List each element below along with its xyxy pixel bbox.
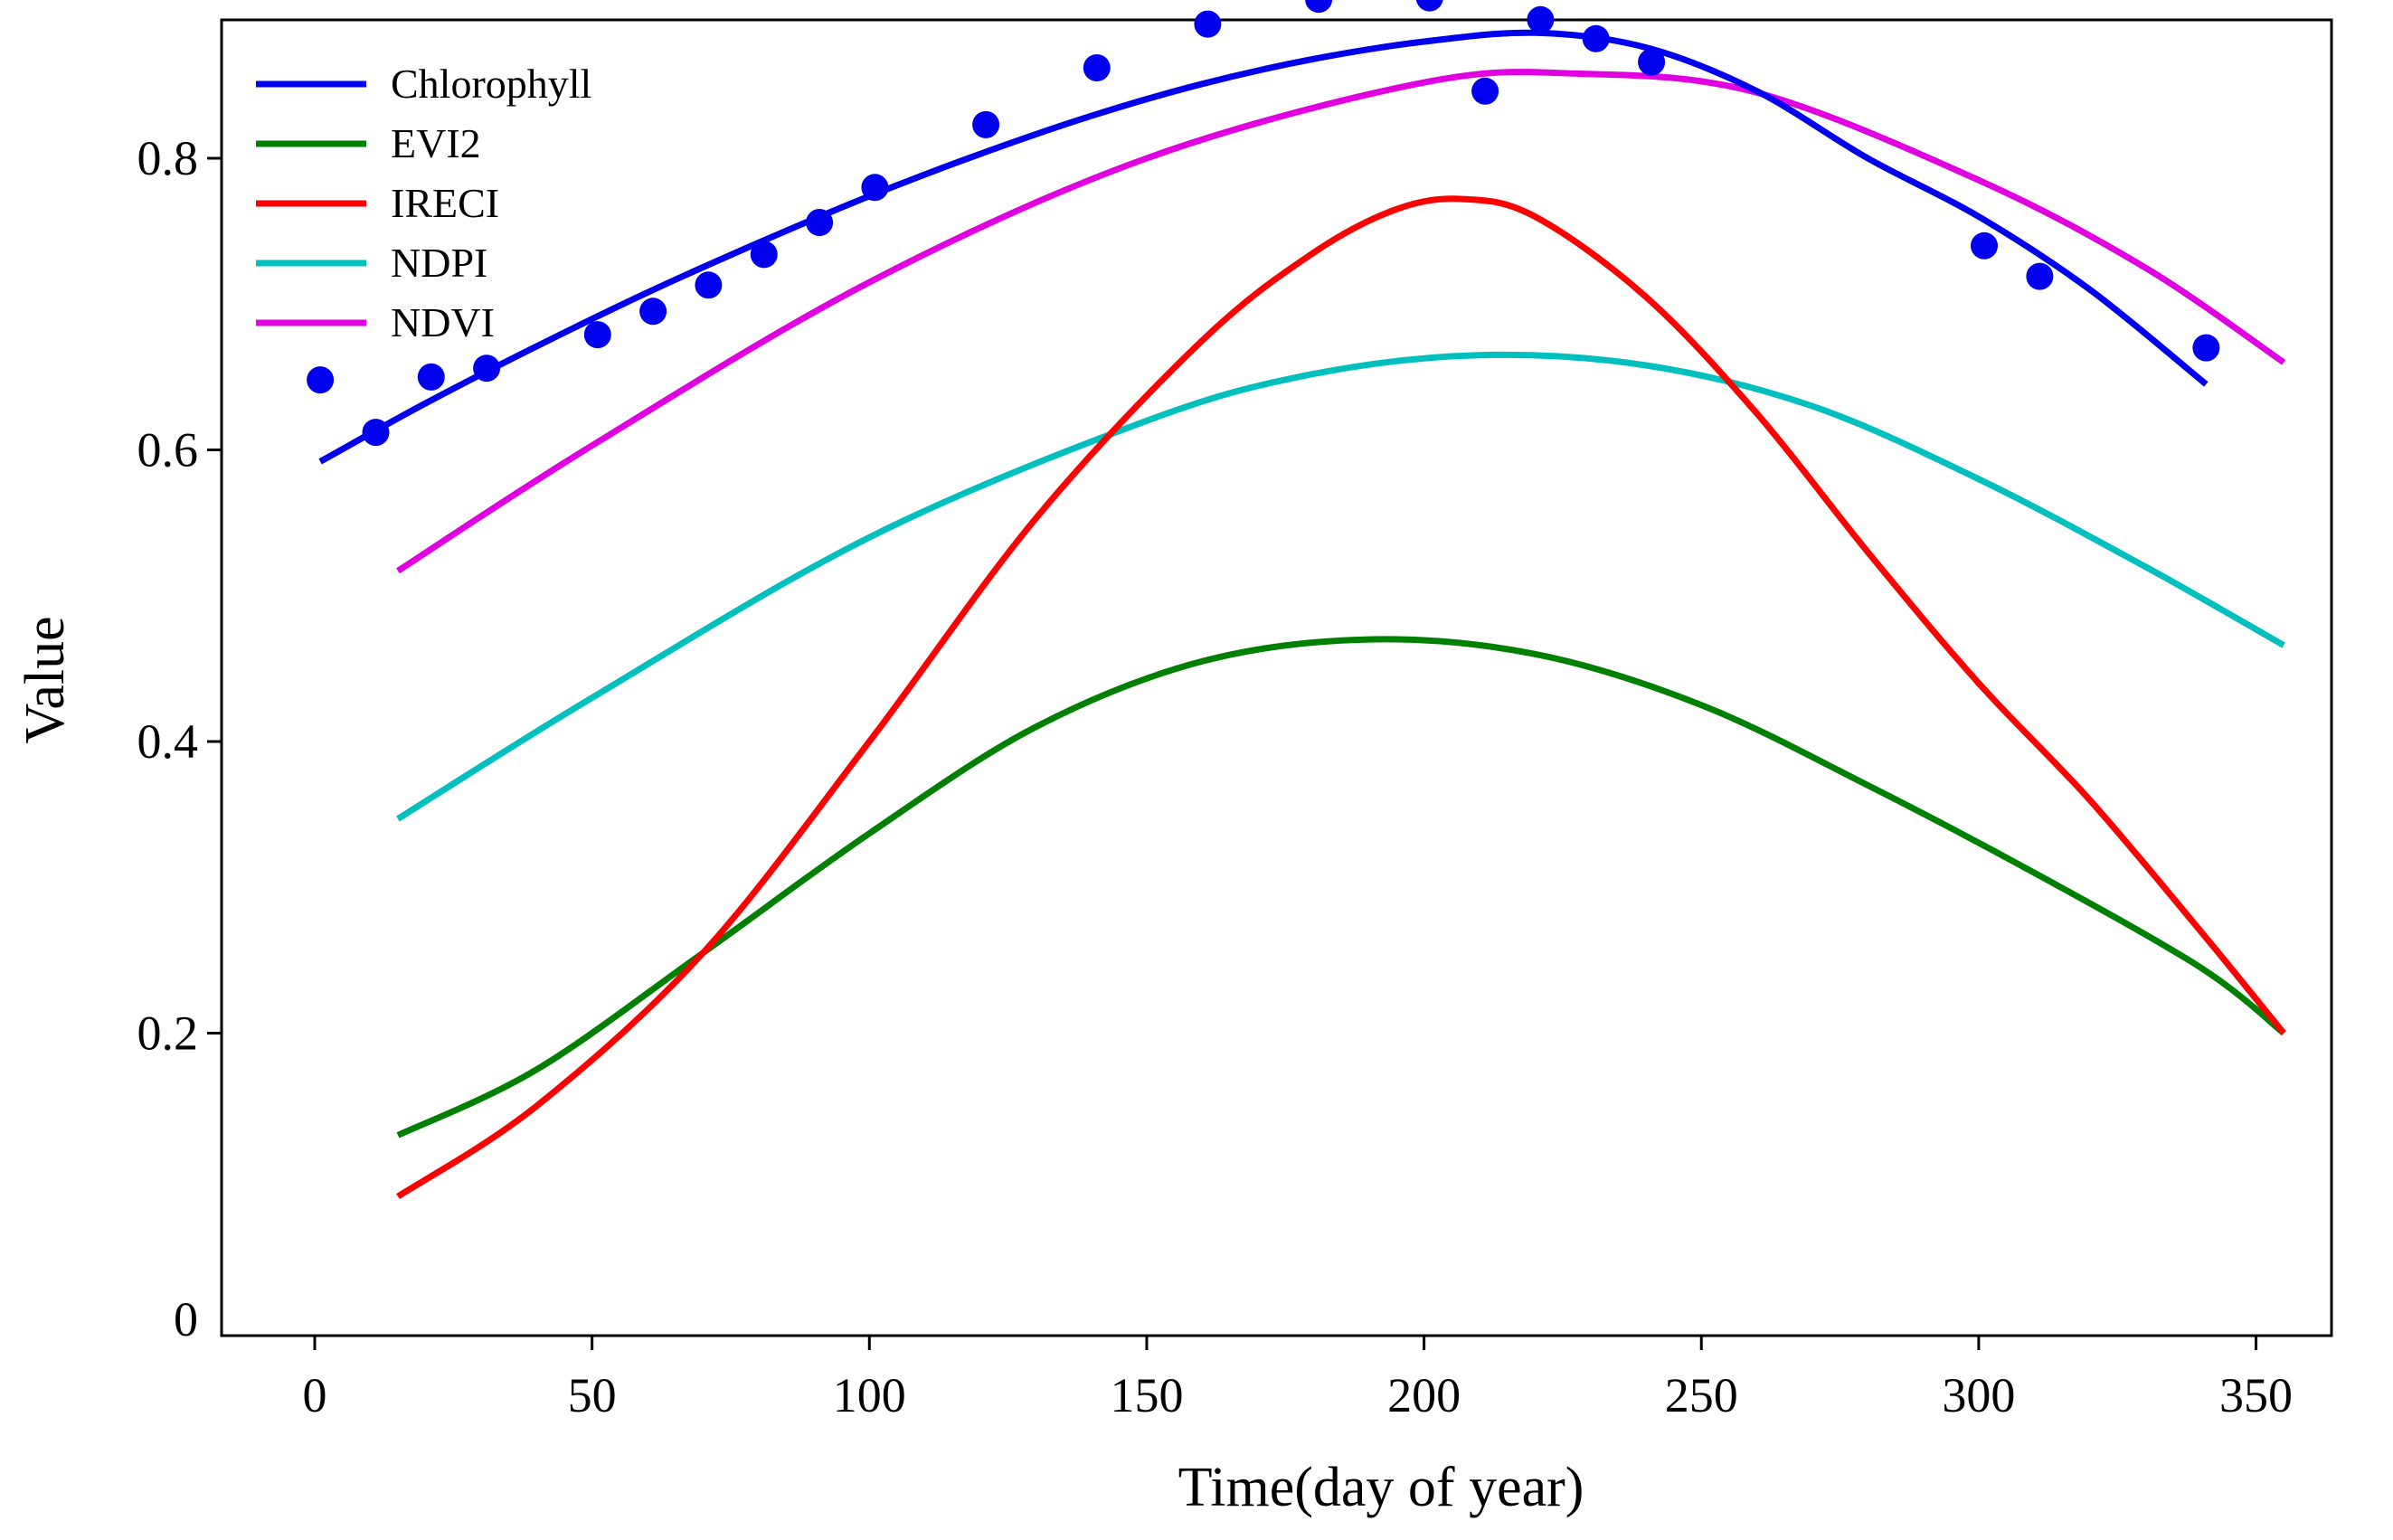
series-line-ndvi: [396, 69, 2286, 574]
scatter-point: [1971, 231, 1998, 260]
legend-label-chlorophyll: Chlorophyll: [391, 61, 591, 107]
legend-label-ndvi: NDVI: [391, 299, 495, 345]
y-tick-label: 0: [174, 1292, 198, 1346]
scatter-point: [307, 366, 335, 394]
scatter-point: [695, 271, 723, 299]
scatter-point: [1471, 77, 1499, 105]
scatter-point: [1582, 24, 1610, 52]
scatter-point: [2026, 262, 2054, 290]
plot-area-frame: [220, 18, 2333, 1337]
legend-label-ndpi: NDPI: [391, 240, 487, 286]
series-line-chlorophyll: [318, 29, 2209, 465]
x-tick-label: 300: [1942, 1368, 2015, 1422]
x-axis-title: Time(day of year): [1178, 1457, 1584, 1518]
scatter-point: [972, 110, 1000, 138]
scatter-point: [417, 363, 445, 391]
scatter-point: [1194, 10, 1222, 38]
scatter-point: [1527, 5, 1555, 33]
scatter-point: [1083, 54, 1111, 81]
legend-label-evi2: EVI2: [391, 120, 481, 166]
x-tick-label: 250: [1665, 1368, 1738, 1422]
scatter-point: [362, 419, 390, 447]
scatter-point: [473, 354, 501, 383]
series-line-ireci: [396, 195, 2286, 1200]
x-tick-label: 350: [2219, 1368, 2293, 1422]
x-axis-ticks: 0 50 100 150 200 250 300 350: [303, 1336, 2293, 1422]
scatter-point: [1415, 0, 1443, 12]
y-tick-label: 0.2: [137, 1006, 199, 1061]
series-lines: [318, 29, 2286, 1200]
x-tick-label: 100: [833, 1368, 906, 1422]
scatter-point: [750, 241, 778, 269]
legend-label-ireci: IRECI: [391, 180, 499, 226]
y-axis-ticks: 0 0.2 0.4 0.6 0.8: [137, 131, 222, 1346]
y-tick-label: 0.6: [137, 423, 199, 477]
series-line-evi2: [396, 636, 2286, 1138]
x-tick-label: 50: [568, 1368, 617, 1422]
series-line-ndpi: [396, 351, 2285, 822]
x-tick-label: 150: [1110, 1368, 1183, 1422]
scatter-point: [2192, 334, 2220, 362]
y-axis-title: Value: [14, 616, 76, 743]
y-tick-label: 0.8: [137, 131, 199, 185]
x-tick-label: 200: [1387, 1368, 1461, 1422]
scatter-point: [583, 321, 611, 349]
scatter-point: [1638, 48, 1666, 76]
scatter-point: [1305, 0, 1333, 14]
scatter-point: [861, 174, 889, 202]
legend: Chlorophyll EVI2 IRECI NDPI NDVI: [256, 61, 591, 345]
y-tick-label: 0.4: [137, 714, 199, 769]
scatter-point: [806, 209, 834, 236]
scatter-point: [639, 298, 667, 326]
scatter-points: [307, 0, 2220, 447]
x-tick-label: 0: [303, 1368, 327, 1422]
